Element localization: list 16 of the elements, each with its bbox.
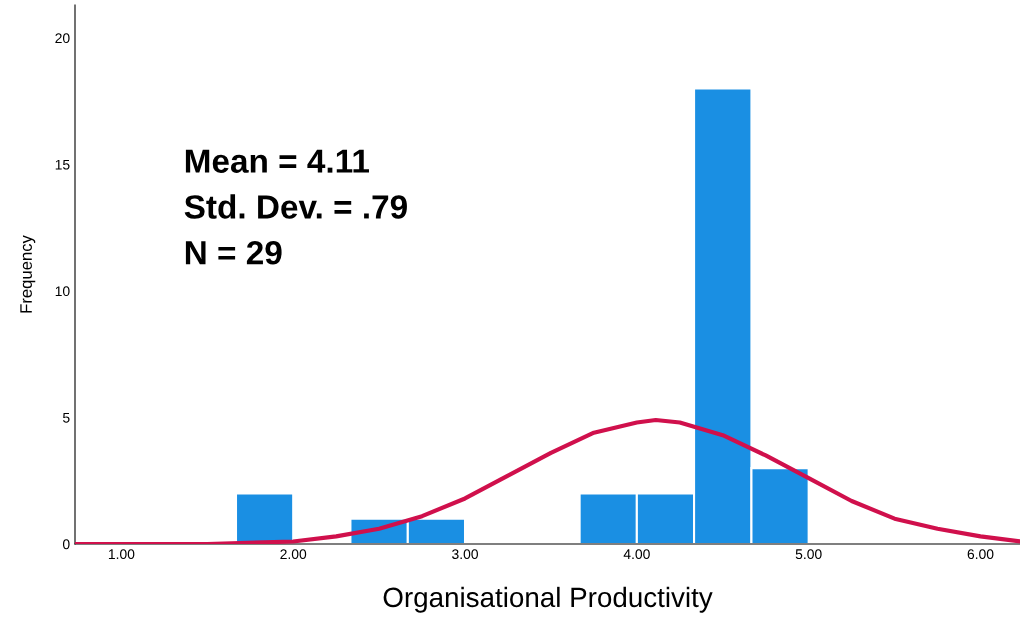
annotation: N = 29	[185, 240, 282, 265]
annotation: Mean = 4.11	[185, 149, 369, 173]
x-tick-label: 3.00	[452, 549, 478, 560]
y-tick-label: 20	[55, 33, 70, 44]
y-axis-title: Frequency	[20, 235, 36, 313]
y-tick-label: 5	[62, 412, 70, 423]
y-tick-label: 0	[62, 539, 70, 550]
x-tick-label: 5.00	[795, 549, 822, 560]
x-tick-label: 6.00	[967, 549, 994, 560]
y-tick-label: 15	[55, 159, 70, 170]
x-tick-label: 1.00	[108, 549, 135, 560]
x-tick-label: 2.00	[280, 549, 307, 560]
y-tick-label: 10	[55, 286, 70, 297]
x-tick-label: 4.00	[623, 549, 650, 560]
x-axis-title: Organisational Productivity	[383, 586, 713, 613]
annotation: Std. Dev. = .79	[184, 194, 407, 219]
